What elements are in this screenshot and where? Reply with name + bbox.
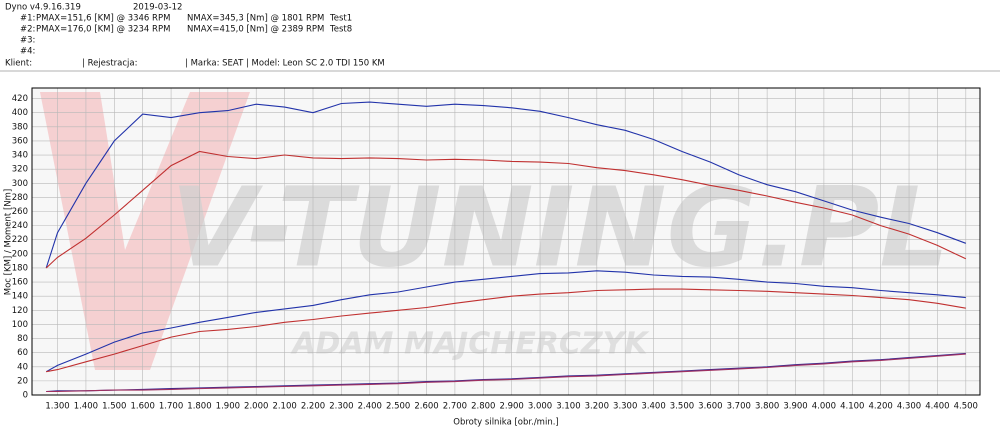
watermark-shape [40,92,250,370]
x-tick-label: 4.200 [868,402,892,412]
y-tick-label: 380 [12,122,28,132]
x-tick-label: 2.000 [244,402,268,412]
y-tick-label: 100 [12,320,28,330]
x-tick-label: 4.400 [925,402,949,412]
x-tick-label: 4.300 [897,402,921,412]
y-tick-label: 140 [12,292,28,302]
y-tick-label: 220 [12,235,28,245]
y-tick-label: 300 [12,179,28,189]
y-tick-label: 200 [12,249,28,259]
series-line [46,352,966,393]
series-line [46,353,966,393]
y-tick-label: 40 [17,362,28,372]
x-axis-label: Obroty silnika [obr./min.] [453,418,558,428]
y-tick-label: 120 [12,306,28,316]
y-tick-label: 280 [12,193,28,203]
x-tick-label: 2.800 [471,402,495,412]
x-tick-label: 3.100 [556,402,580,412]
x-tick-label: 2.500 [386,402,410,412]
client: Klient: [5,59,32,69]
x-tick-label: 3.600 [698,402,722,412]
x-tick-label: 4.100 [840,402,864,412]
run-name: Test8 [329,25,352,35]
x-tick-label: 3.800 [755,402,779,412]
x-tick-label: 2.400 [358,402,382,412]
y-tick-label: 320 [12,165,28,175]
x-tick-label: 1.700 [159,402,183,412]
y-tick-label: 340 [12,151,28,161]
y-tick-label: 20 [17,376,28,386]
run-label: #4: [20,47,35,57]
x-tick-label: 2.200 [301,402,325,412]
series-line [45,101,966,269]
y-tick-label: 0 [23,391,28,401]
x-tick-label: 1.300 [45,402,69,412]
run-label: #1: [20,14,35,24]
x-tick-label: 1.500 [102,402,126,412]
x-tick-label: 2.300 [329,402,353,412]
x-tick-label: 2.900 [500,402,524,412]
y-tick-label: 80 [17,334,28,344]
watermark: V-TUNING.PL [171,163,950,291]
y-tick-label: 240 [12,221,28,231]
series-line [46,288,966,373]
series-line [45,150,967,269]
y-tick-label: 160 [12,278,28,288]
x-tick-label: 2.600 [414,402,438,412]
app-version: Dyno v4.9.16.319 [5,3,81,13]
x-tick-label: 1.800 [187,402,211,412]
run-label: #2: [20,25,35,35]
x-tick-label: 2.100 [272,402,296,412]
y-tick-label: 260 [12,207,28,217]
date: 2019-03-12 [133,3,182,13]
run-pmax: PMAX=176,0 [KM] @ 3234 RPM [36,25,170,35]
y-axis-label: Moc [KM] / Moment [Nm] [4,189,14,295]
run-nmax: NMAX=345,3 [Nm] @ 1801 RPM [187,14,324,24]
x-tick-label: 1.600 [131,402,155,412]
run-label: #3: [20,36,35,46]
x-tick-label: 1.400 [74,402,98,412]
x-tick-label: 3.500 [670,402,694,412]
x-tick-label: 3.300 [613,402,637,412]
x-tick-label: 3.000 [528,402,552,412]
x-tick-label: 4.000 [812,402,836,412]
registration: | Rejestracja: [82,59,137,69]
plot-border [31,87,981,396]
y-tick-label: 420 [12,94,28,104]
run-pmax: PMAX=151,6 [KM] @ 3346 RPM [36,14,170,24]
x-tick-label: 3.200 [585,402,609,412]
y-tick-label: 60 [17,348,28,358]
plot-area: V-TUNING.PL ADAM MAJCHERCZYK [31,87,981,396]
vehicle: | Marka: SEAT | Model: Leon SC 2.0 TDI 1… [185,59,385,69]
x-tick-label: 3.400 [641,402,665,412]
run-name: Test1 [329,14,352,24]
run-nmax: NMAX=415,0 [Nm] @ 2389 RPM [187,25,324,35]
watermark: ADAM MAJCHERCZYK [290,327,650,362]
x-tick-label: 4.500 [954,402,978,412]
y-tick-label: 180 [12,263,28,273]
y-tick-label: 400 [12,108,28,118]
x-tick-label: 1.900 [216,402,240,412]
y-tick-label: 360 [12,136,28,146]
x-tick-label: 3.700 [727,402,751,412]
x-tick-label: 2.700 [443,402,467,412]
x-tick-label: 3.900 [783,402,807,412]
series-line [45,270,966,373]
